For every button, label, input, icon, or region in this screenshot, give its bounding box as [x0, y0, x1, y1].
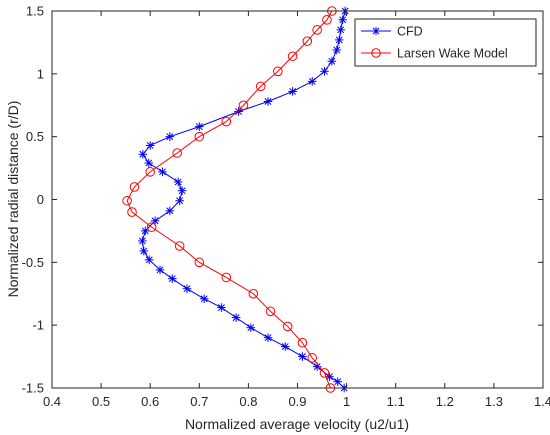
data-point-cfd: [145, 141, 155, 150]
data-point-cfd: [155, 265, 165, 275]
x-tick-label: 0.4: [43, 394, 61, 409]
y-axis-label: Normalized radial distance (r/D): [5, 101, 21, 298]
data-point-larsen-wake-model: [174, 241, 185, 251]
x-axis-label: Normalized average velocity (u2/u1): [185, 416, 409, 432]
legend-label-larsen-wake-model: Larsen Wake Model: [397, 47, 508, 61]
data-point-cfd: [263, 97, 273, 106]
data-point-cfd: [140, 226, 150, 236]
data-point-larsen-wake-model: [248, 288, 259, 299]
legend-box: [354, 18, 537, 67]
data-point-larsen-wake-model: [221, 116, 232, 127]
data-point-cfd: [263, 333, 273, 343]
data-point-cfd: [332, 45, 342, 55]
data-point-larsen-wake-model: [194, 257, 205, 268]
x-tick-label: 1.2: [436, 394, 454, 409]
data-point-cfd: [165, 206, 175, 216]
legend: CFD Larsen Wake Model: [354, 18, 537, 67]
data-point-cfd: [199, 294, 209, 304]
data-point-cfd: [165, 132, 175, 141]
data-point-larsen-wake-model: [312, 25, 322, 35]
series-line-cfd: [141, 10, 346, 389]
y-tick-label: -1: [32, 318, 44, 333]
legend-marker-cfd: [371, 26, 381, 36]
x-tick-label: 0.5: [92, 394, 110, 409]
data-point-cfd: [320, 67, 329, 76]
legend-label-cfd: CFD: [397, 25, 423, 39]
data-point-larsen-wake-model: [282, 321, 293, 332]
x-tick-label: 0.8: [239, 394, 257, 409]
data-point-cfd: [231, 313, 241, 322]
data-point-cfd: [338, 15, 347, 25]
y-tick-label: 0: [37, 192, 44, 207]
data-point-larsen-wake-model: [221, 272, 232, 283]
data-point-cfd: [138, 236, 147, 246]
data-point-cfd: [234, 107, 243, 116]
data-point-larsen-wake-model: [265, 306, 276, 317]
data-point-larsen-wake-model: [129, 182, 140, 192]
data-point-cfd: [195, 122, 204, 131]
plot-background: [52, 11, 543, 388]
data-point-larsen-wake-model: [127, 207, 137, 217]
data-point-cfd: [158, 167, 167, 177]
data-point-larsen-wake-model: [238, 100, 249, 111]
axes-layer: 0.4 0.5 0.6 0.7 0.8 0.9 1 1.1 1.2 1.3 1.4 -1.5 -1 -0.…: [22, 4, 550, 410]
data-point-larsen-wake-model: [146, 222, 157, 232]
data-point-larsen-wake-model: [307, 353, 318, 363]
data-point-larsen-wake-model: [322, 14, 332, 25]
data-point-cfd: [334, 35, 344, 45]
series-line-larsen-wake-model: [126, 10, 333, 389]
data-point-larsen-wake-model: [255, 81, 266, 92]
data-point-cfd: [139, 246, 149, 256]
data-point-cfd: [333, 377, 343, 387]
data-point-cfd: [307, 77, 317, 86]
data-point-cfd: [280, 342, 290, 351]
y-tick-label: -1.5: [22, 381, 44, 396]
data-point-cfd: [138, 149, 148, 159]
y-tick-label: -0.5: [22, 255, 44, 270]
data-point-cfd: [177, 186, 187, 196]
x-tick-label: 0.6: [141, 394, 159, 409]
x-tick-label: 1.1: [387, 394, 405, 409]
data-point-cfd: [325, 372, 334, 381]
data-point-larsen-wake-model: [302, 36, 313, 46]
data-point-cfd: [175, 196, 184, 206]
data-point-cfd: [217, 303, 226, 312]
data-point-larsen-wake-model: [145, 167, 155, 177]
data-point-cfd: [182, 284, 192, 294]
data-point-larsen-wake-model: [287, 51, 298, 62]
data-point-larsen-wake-model: [194, 131, 205, 142]
y-tick-label: 0.5: [26, 129, 44, 144]
data-point-cfd: [336, 25, 346, 35]
data-point-cfd: [144, 158, 154, 168]
data-point-larsen-wake-model: [172, 148, 183, 158]
data-point-cfd: [173, 177, 183, 187]
x-tick-label: 1.3: [485, 394, 503, 409]
legend-marker-larsen-wake-model: [371, 48, 381, 58]
data-point-cfd: [144, 255, 154, 265]
data-point-cfd: [327, 56, 337, 66]
y-tick-label: 1.5: [26, 4, 44, 19]
y-tick-label: 1: [37, 66, 44, 81]
data-point-larsen-wake-model: [297, 337, 308, 348]
x-tick-label: 1.4: [534, 394, 550, 409]
data-point-cfd: [298, 352, 307, 361]
data-point-cfd: [246, 323, 256, 332]
data-point-larsen-wake-model: [319, 368, 330, 378]
data-point-cfd: [167, 274, 177, 283]
x-tick-label: 0.7: [190, 394, 208, 409]
data-point-cfd: [288, 87, 297, 96]
data-point-larsen-wake-model: [273, 66, 283, 77]
x-tick-label: 0.9: [288, 394, 306, 409]
x-tick-label: 1: [343, 394, 350, 409]
series-layer: [122, 6, 350, 393]
data-point-larsen-wake-model: [122, 195, 132, 206]
